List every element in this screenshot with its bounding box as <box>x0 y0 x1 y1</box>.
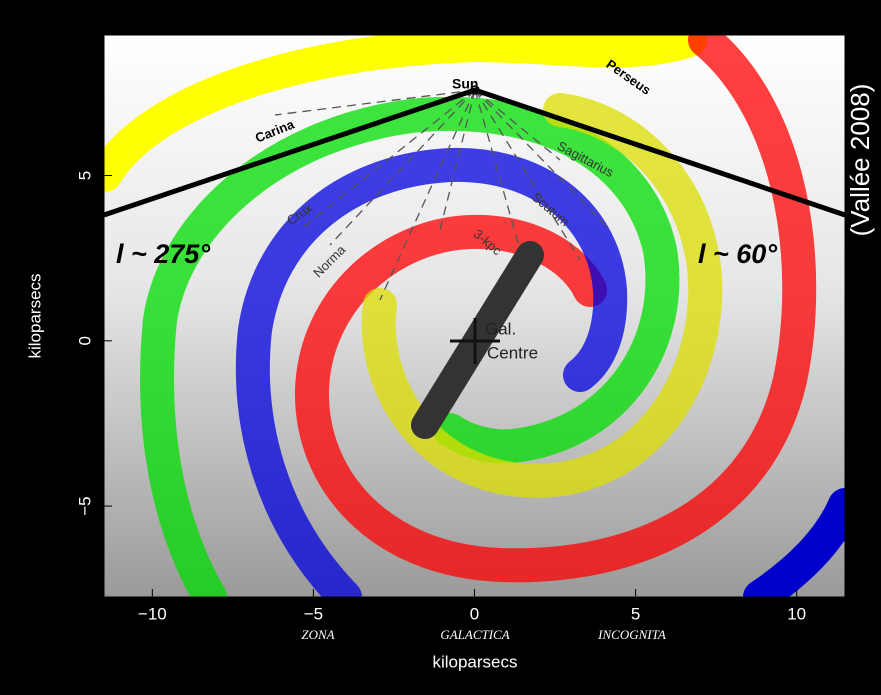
x-axis-label: kiloparsecs <box>432 652 517 671</box>
zone-label: ZONA <box>301 627 334 642</box>
figure: Sun Perseus Carina Sagittarius Crux Scut… <box>0 0 881 695</box>
y-tick-label: 5 <box>75 171 94 180</box>
y-tick-label: 0 <box>75 336 94 345</box>
centre-label: Centre <box>487 343 538 362</box>
longitude-label: l ~ 275° <box>116 239 210 269</box>
centre-label: Gal. <box>485 319 516 338</box>
x-tick-label: 0 <box>470 604 479 623</box>
x-tick-label: −10 <box>138 604 167 623</box>
x-tick-label: 10 <box>787 604 806 623</box>
zone-label: GALACTICA <box>440 627 509 642</box>
y-tick-label: −5 <box>75 496 94 515</box>
longitude-label: l ~ 60° <box>698 239 777 269</box>
x-tick-label: 5 <box>631 604 640 623</box>
x-tick-label: −5 <box>304 604 323 623</box>
credit: (Vallée 2008) <box>845 84 875 237</box>
zone-label: INCOGNITA <box>597 627 666 642</box>
y-axis-label: kiloparsecs <box>25 273 44 358</box>
sun-label: Sun <box>452 76 478 92</box>
